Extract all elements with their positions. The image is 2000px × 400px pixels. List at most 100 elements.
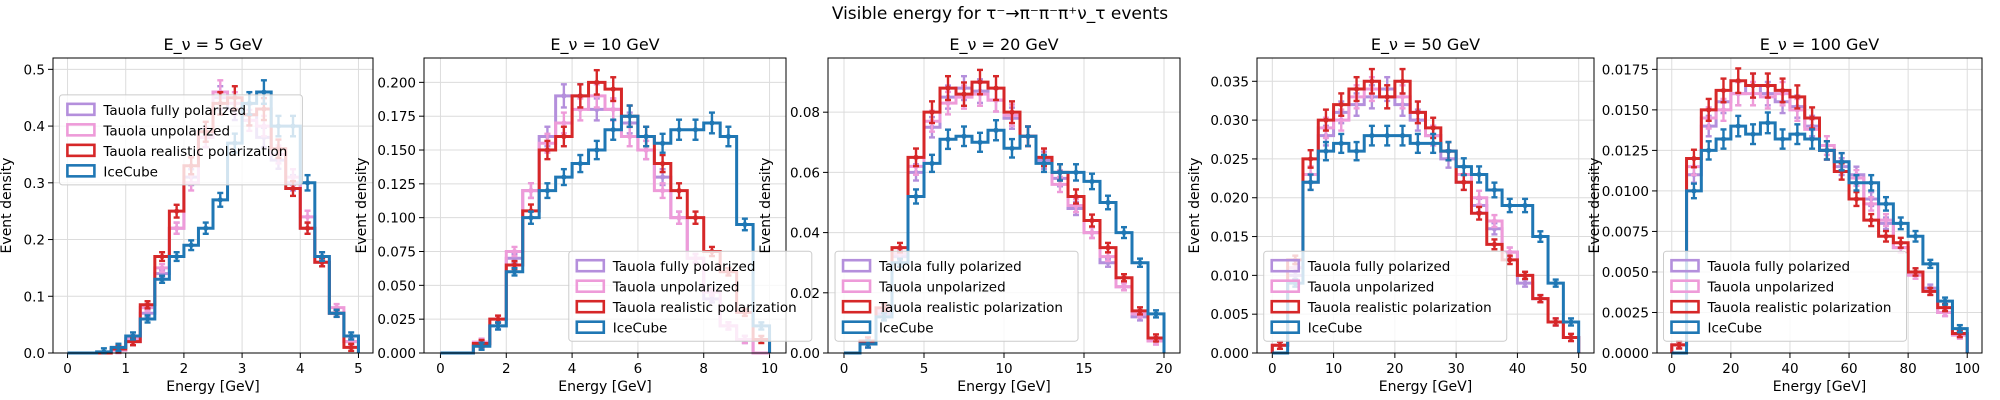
series-line-4 bbox=[440, 114, 772, 355]
x-tick-label: 50 bbox=[1570, 361, 1587, 377]
x-tick-label: 20 bbox=[1386, 361, 1403, 377]
data-point bbox=[1338, 140, 1344, 146]
y-tick-label: 0.04 bbox=[790, 226, 820, 242]
data-point bbox=[709, 120, 715, 126]
chart-title: E_ν = 100 GeV bbox=[1760, 35, 1879, 55]
x-tick-label: 30 bbox=[1448, 361, 1465, 377]
data-point bbox=[1868, 180, 1874, 186]
data-point bbox=[304, 214, 311, 220]
legend: Tauola fully polarized Tauola unpolarized… bbox=[568, 250, 813, 342]
data-point bbox=[1121, 275, 1127, 281]
data-point bbox=[478, 343, 485, 349]
legend-swatch bbox=[841, 299, 872, 314]
data-point bbox=[577, 160, 583, 167]
data-point bbox=[977, 139, 983, 145]
x-tick-label: 4 bbox=[568, 361, 577, 377]
x-tick-label: 6 bbox=[634, 361, 643, 377]
x-tick-label: 2 bbox=[180, 361, 189, 377]
legend-entry: Tauola realistic polarization bbox=[1707, 300, 1892, 316]
data-point bbox=[1794, 131, 1800, 137]
data-point bbox=[961, 91, 967, 97]
data-point bbox=[659, 174, 666, 180]
legend-swatch bbox=[66, 123, 96, 137]
data-point bbox=[1025, 133, 1031, 139]
data-point bbox=[1568, 319, 1574, 325]
data-point bbox=[610, 86, 616, 92]
data-point bbox=[561, 133, 567, 140]
data-point bbox=[1883, 217, 1889, 223]
y-tick-label: 0.0 bbox=[24, 346, 45, 362]
data-point bbox=[130, 333, 136, 339]
axes-frame bbox=[423, 57, 787, 354]
x-tick-label: 0 bbox=[436, 361, 445, 377]
y-axis-label: Event density bbox=[1587, 158, 1603, 254]
data-point bbox=[1537, 296, 1543, 302]
data-point bbox=[495, 323, 501, 329]
data-point bbox=[544, 147, 551, 153]
data-point bbox=[577, 93, 583, 99]
data-point bbox=[961, 133, 967, 139]
data-point bbox=[1277, 342, 1283, 348]
legend-entry: Tauola realistic polarization bbox=[612, 300, 797, 316]
legend-entry: IceCube bbox=[103, 164, 158, 180]
figure-suptitle: Visible energy for τ⁻→π⁻π⁻π⁺ν_τ events bbox=[832, 4, 1168, 24]
data-point bbox=[1430, 125, 1436, 131]
data-point bbox=[913, 193, 919, 200]
y-tick-label: 0.000 bbox=[1210, 346, 1249, 362]
data-point bbox=[1121, 229, 1127, 236]
x-tick-label: 10 bbox=[761, 361, 778, 377]
legend: Tauola fully polarized Tauola unpolarized… bbox=[58, 94, 303, 186]
data-point bbox=[1089, 178, 1095, 185]
y-axis-label: Event density bbox=[354, 158, 370, 254]
y-tick-label: 0.0150 bbox=[1602, 103, 1649, 119]
data-point bbox=[692, 127, 699, 133]
data-point bbox=[1706, 147, 1712, 153]
series-line-4 bbox=[1272, 134, 1581, 355]
legend-entry: Tauola fully polarized bbox=[102, 103, 246, 119]
data-point bbox=[1779, 136, 1786, 142]
data-point bbox=[1369, 133, 1375, 139]
data-point bbox=[348, 344, 354, 350]
data-point bbox=[594, 147, 600, 153]
data-point bbox=[159, 265, 165, 271]
data-point bbox=[1853, 180, 1860, 186]
legend-entry: Tauola unpolarized bbox=[1707, 280, 1835, 296]
legend-swatch bbox=[1670, 258, 1700, 273]
data-point bbox=[1720, 87, 1727, 94]
data-point bbox=[1073, 169, 1079, 175]
x-tick-label: 2 bbox=[502, 361, 511, 377]
legend-entry: IceCube bbox=[879, 321, 934, 337]
legend-entry: Tauola unpolarized bbox=[1307, 280, 1435, 296]
data-point bbox=[1942, 298, 1948, 304]
data-point bbox=[1942, 305, 1948, 311]
data-point bbox=[1507, 202, 1513, 209]
y-tick-label: 0.050 bbox=[377, 278, 416, 294]
data-point bbox=[1522, 202, 1528, 209]
data-point bbox=[1553, 280, 1559, 286]
data-point bbox=[692, 215, 699, 221]
legend-swatch bbox=[841, 258, 872, 273]
data-point bbox=[659, 140, 666, 146]
y-tick-label: 0.0025 bbox=[1602, 305, 1649, 321]
legend-swatch bbox=[1670, 279, 1700, 294]
data-point bbox=[203, 225, 209, 231]
data-point bbox=[1399, 78, 1406, 84]
data-point bbox=[101, 349, 107, 355]
data-point bbox=[913, 154, 919, 160]
legend-entry: Tauola realistic polarization bbox=[102, 144, 287, 160]
data-point bbox=[1491, 241, 1498, 247]
legend-box bbox=[58, 94, 303, 186]
data-point bbox=[594, 79, 600, 85]
y-tick-label: 0.3 bbox=[24, 176, 45, 192]
y-tick-label: 0.06 bbox=[790, 165, 820, 181]
y-tick-label: 0.025 bbox=[377, 312, 416, 328]
data-point bbox=[627, 133, 633, 140]
data-point bbox=[1927, 261, 1933, 267]
x-tick-label: 40 bbox=[1781, 361, 1798, 377]
data-point bbox=[1057, 169, 1063, 175]
y-tick-label: 0.0175 bbox=[1602, 62, 1649, 78]
data-point bbox=[1384, 94, 1390, 100]
data-point bbox=[610, 106, 616, 113]
data-point bbox=[1353, 86, 1360, 92]
series-line-3 bbox=[1270, 79, 1581, 353]
